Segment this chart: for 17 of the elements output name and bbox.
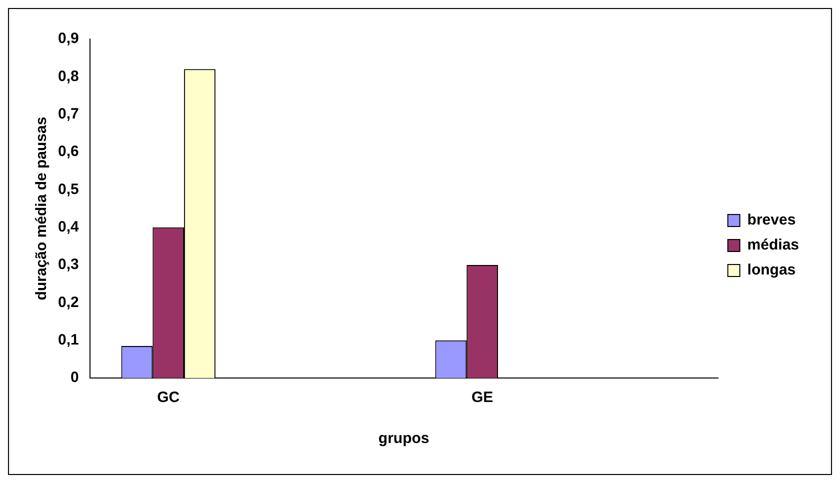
legend-label: longas: [747, 262, 796, 279]
legend-label: breves: [747, 212, 796, 229]
y-tick-label: 0,2: [58, 294, 79, 311]
y-tick-label: 0,5: [58, 180, 79, 198]
y-tick-label: 0,8: [58, 68, 79, 85]
x-axis-title: grupos: [378, 430, 430, 448]
y-tick-label: 0,6: [58, 143, 79, 160]
y-tick-label: 0,3: [58, 256, 79, 274]
y-tick-label: 0: [70, 369, 79, 386]
legend-label: médias: [747, 236, 800, 254]
y-axis-title: duração média de pausas: [33, 116, 50, 300]
x-tick-label: GC: [157, 389, 180, 406]
y-tick-label: 0,4: [58, 218, 80, 236]
y-tick-label: 0,7: [58, 105, 79, 122]
y-tick-label: 0,9: [58, 30, 79, 48]
y-tick-label: 0,1: [58, 331, 79, 348]
x-tick-label: GE: [471, 389, 494, 406]
